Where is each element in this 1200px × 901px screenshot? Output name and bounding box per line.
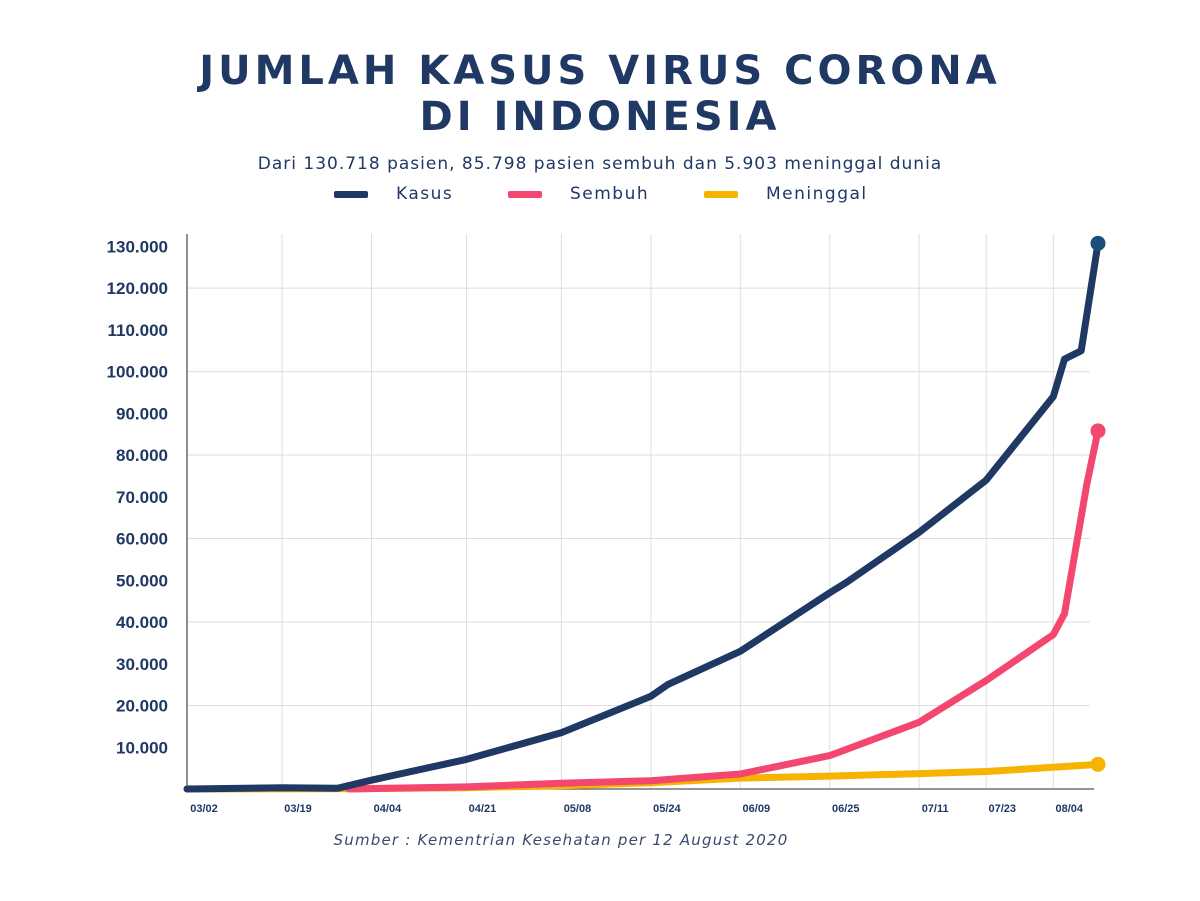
series-line-kasus xyxy=(183,239,1102,793)
end-marker-kasus xyxy=(1090,235,1106,251)
y-tick-label: 70.000 xyxy=(116,488,168,507)
y-tick-label: 80.000 xyxy=(116,446,168,465)
end-marker-sembuh xyxy=(1090,423,1106,439)
y-tick-label: 110.000 xyxy=(107,321,168,340)
y-tick-label: 130.000 xyxy=(107,237,168,256)
legend-swatch-kasus xyxy=(334,190,368,198)
y-tick-label: 30.000 xyxy=(116,655,168,674)
legend-label-meninggal: Meninggal xyxy=(766,184,868,204)
line-chart: 10.000 20.000 30.000 40.000 50.000 60.000 70.0… xyxy=(107,234,1106,815)
source-note: Sumber : Kementrian Kesehatan per 12 Aug… xyxy=(333,831,789,849)
x-tick-label: 04/04 xyxy=(374,803,402,815)
legend-swatch-meninggal xyxy=(704,190,738,198)
x-tick-label: 05/08 xyxy=(564,803,592,815)
y-tick-label: 90.000 xyxy=(116,404,168,423)
legend-item-sembuh: Sembuh xyxy=(508,182,649,206)
x-tick-label: 04/21 xyxy=(469,803,497,815)
chart-title-line-1: JUMLAH KASUS VIRUS CORONA xyxy=(199,48,1001,94)
x-tick-label: 03/19 xyxy=(284,803,312,815)
chart-legend: Kasus Sembuh Meninggal xyxy=(0,182,1200,206)
x-tick-label: 06/09 xyxy=(743,803,771,815)
chart-title-line-2: DI INDONESIA xyxy=(419,94,781,140)
legend-item-meninggal: Meninggal xyxy=(704,182,868,206)
y-tick-label: 100.000 xyxy=(107,363,168,382)
y-tick-label: 20.000 xyxy=(116,697,168,716)
x-tick-label: 06/25 xyxy=(832,803,860,815)
x-tick-label: 03/02 xyxy=(190,803,218,815)
x-tick-label: 07/23 xyxy=(988,803,1016,815)
y-tick-label: 60.000 xyxy=(116,530,168,549)
y-tick-label: 40.000 xyxy=(116,613,168,632)
y-tick-label: 10.000 xyxy=(116,738,168,757)
y-tick-label: 50.000 xyxy=(116,571,168,590)
series-line-sembuh xyxy=(345,427,1102,793)
legend-label-sembuh: Sembuh xyxy=(570,184,650,204)
x-tick-label: 07/11 xyxy=(922,803,949,815)
x-tick-label: 08/04 xyxy=(1056,803,1084,815)
x-tick-label: 05/24 xyxy=(653,803,681,815)
end-marker-meninggal xyxy=(1090,756,1106,772)
legend-item-kasus: Kasus xyxy=(334,182,453,206)
legend-swatch-sembuh xyxy=(508,190,542,198)
y-tick-label: 120.000 xyxy=(107,279,168,298)
legend-label-kasus: Kasus xyxy=(396,184,454,204)
chart-subtitle: Dari 130.718 pasien, 85.798 pasien sembu… xyxy=(257,154,943,174)
